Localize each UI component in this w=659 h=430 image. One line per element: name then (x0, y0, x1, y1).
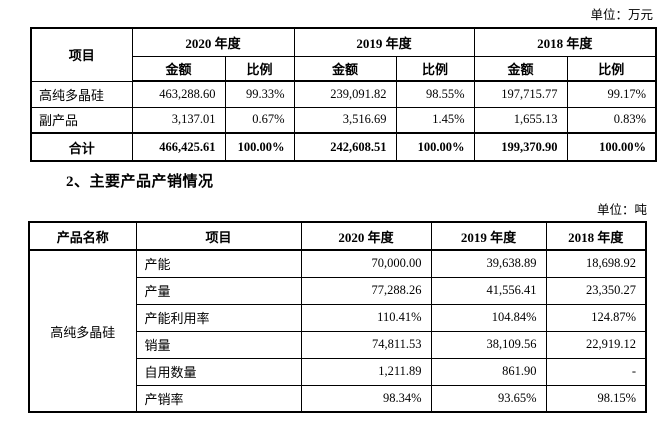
amount-cell: 463,288.60 (131, 80, 226, 108)
header-amount-2019: 金额 (293, 55, 397, 82)
header-year-2020: 2020 年度 (300, 221, 432, 251)
value-cell: 38,109.56 (430, 330, 547, 359)
production-row-utilization: 产能利用率 110.41% 104.84% 124.87% (29, 303, 647, 332)
header-year-2019: 2019 年度 (430, 221, 547, 251)
unit-label-production: 单位：吨 (596, 203, 647, 217)
amount-cell: 197,715.77 (473, 80, 568, 108)
section-heading: 2、主要产品产销情况 (66, 174, 214, 190)
header-year-2019: 2019 年度 (293, 27, 475, 57)
item-label: 产量 (135, 276, 302, 305)
revenue-row-byproduct: 副产品 3,137.01 0.67% 3,516.69 1.45% 1,655.… (30, 106, 657, 134)
amount-cell: 3,137.01 (131, 106, 226, 134)
production-row-sales-volume: 销量 74,811.53 38,109.56 22,919.12 (29, 330, 647, 359)
ratio-cell: 0.67% (224, 106, 295, 134)
amount-cell: 3,516.69 (293, 106, 397, 134)
value-cell: 22,919.12 (545, 330, 647, 359)
revenue-row-total: 合计 466,425.61 100.00% 242,608.51 100.00%… (30, 132, 657, 162)
ratio-cell: 100.00% (395, 132, 475, 162)
amount-cell: 466,425.61 (131, 132, 226, 162)
revenue-row-polysilicon: 高纯多晶硅 463,288.60 99.33% 239,091.82 98.55… (30, 80, 657, 108)
value-cell: 93.65% (430, 384, 547, 413)
ratio-cell: 98.55% (395, 80, 475, 108)
header-item-cell: 项目 (30, 27, 133, 82)
value-cell: 39,638.89 (430, 249, 547, 278)
item-label: 自用数量 (135, 357, 302, 386)
header-amount-2020: 金额 (131, 55, 226, 82)
header-ratio-2019: 比例 (395, 55, 475, 82)
header-year-2020: 2020 年度 (131, 27, 295, 57)
value-cell: 70,000.00 (300, 249, 432, 278)
production-row-output: 产量 77,288.26 41,556.41 23,350.27 (29, 276, 647, 305)
production-sales-table: 产品名称 项目 2020 年度 2019 年度 2018 年度 高纯多晶硅 产能… (28, 221, 647, 413)
revenue-composition-table: 项目 2020 年度 2019 年度 2018 年度 金额 比例 金额 比例 金… (30, 27, 658, 162)
value-cell: 861.90 (430, 357, 547, 386)
value-cell: 74,811.53 (300, 330, 432, 359)
header-product-cell: 产品名称 (28, 221, 137, 251)
production-row-capacity: 高纯多晶硅 产能 70,000.00 39,638.89 18,698.92 (28, 249, 647, 413)
production-row-sales-ratio: 产销率 98.34% 93.65% 98.15% (29, 384, 647, 413)
value-cell: 124.87% (545, 303, 647, 332)
revenue-header-row-years: 项目 2020 年度 2019 年度 2018 年度 (30, 27, 657, 82)
amount-cell: 239,091.82 (293, 80, 397, 108)
header-ratio-2018: 比例 (566, 55, 657, 82)
amount-cell: 199,370.90 (473, 132, 568, 162)
value-cell: 98.15% (545, 384, 647, 413)
value-cell: 77,288.26 (300, 276, 432, 305)
revenue-header-row-measures: 金额 比例 金额 比例 金额 比例 (31, 55, 657, 82)
total-label: 合计 (30, 132, 133, 162)
production-row-self-use: 自用数量 1,211.89 861.90 - (29, 357, 647, 386)
row-label: 副产品 (30, 106, 133, 134)
unit-label-revenue: 单位：万元 (590, 8, 653, 22)
item-label: 产能 (135, 249, 302, 278)
ratio-cell: 100.00% (224, 132, 295, 162)
ratio-cell: 0.83% (566, 106, 657, 134)
item-label: 销量 (135, 330, 302, 359)
ratio-cell: 99.33% (224, 80, 295, 108)
header-year-2018: 2018 年度 (545, 221, 647, 251)
amount-cell: 242,608.51 (293, 132, 397, 162)
value-cell: - (545, 357, 647, 386)
ratio-cell: 100.00% (566, 132, 657, 162)
value-cell: 41,556.41 (430, 276, 547, 305)
value-cell: 18,698.92 (545, 249, 647, 278)
row-label: 高纯多晶硅 (30, 80, 133, 108)
amount-cell: 1,655.13 (473, 106, 568, 134)
value-cell: 104.84% (430, 303, 547, 332)
production-header-row: 产品名称 项目 2020 年度 2019 年度 2018 年度 (28, 221, 647, 251)
ratio-cell: 1.45% (395, 106, 475, 134)
value-cell: 23,350.27 (545, 276, 647, 305)
value-cell: 1,211.89 (300, 357, 432, 386)
ratio-cell: 99.17% (566, 80, 657, 108)
header-amount-2018: 金额 (473, 55, 568, 82)
header-year-2018: 2018 年度 (473, 27, 657, 57)
item-label: 产销率 (135, 384, 302, 413)
header-ratio-2020: 比例 (224, 55, 295, 82)
value-cell: 98.34% (300, 384, 432, 413)
product-name-cell: 高纯多晶硅 (28, 249, 137, 413)
item-label: 产能利用率 (135, 303, 302, 332)
value-cell: 110.41% (300, 303, 432, 332)
header-item-cell: 项目 (135, 221, 302, 251)
